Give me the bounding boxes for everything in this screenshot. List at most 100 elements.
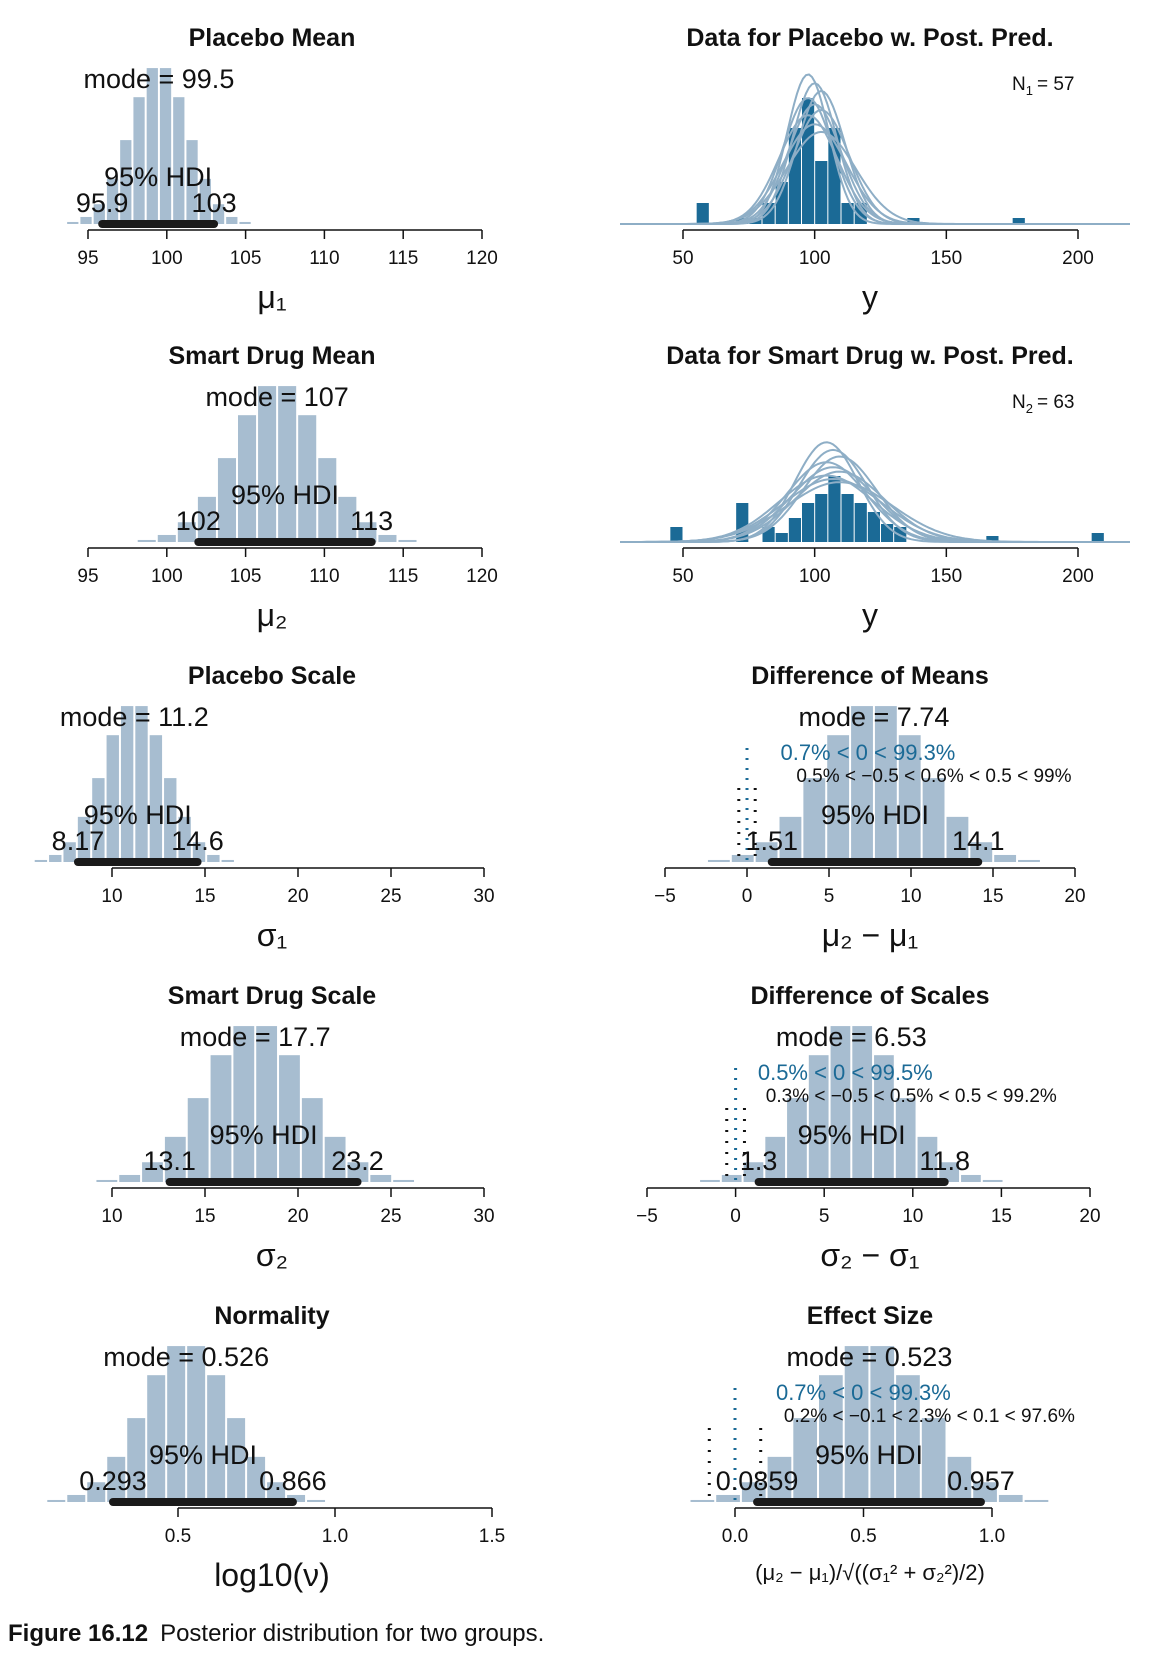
x-axis-label: y: [862, 597, 878, 633]
posterior-bar: [298, 415, 317, 542]
rope-label: 0.2% < −0.1 < 2.3% < 0.1 < 97.6%: [784, 1406, 1075, 1427]
posterior-bar: [787, 1098, 807, 1182]
posterior-bar: [921, 1418, 946, 1502]
comparison-label: 0.5% < 0 < 99.5%: [758, 1060, 933, 1085]
hdi-label: 95% HDI: [798, 1120, 906, 1150]
posterior-bar: [146, 68, 158, 224]
posterior-bar: [765, 1136, 786, 1182]
mode-label: mode = 99.5: [83, 64, 234, 94]
panel-8: Difference of Scales mode = 6.53 0.5% < 0 …: [636, 982, 1100, 1273]
x-tick-label: 25: [380, 886, 401, 907]
posterior-bar: [120, 706, 134, 862]
post-pred-curve: [620, 123, 1130, 225]
posterior-bar: [135, 706, 148, 862]
x-tick-label: 110: [309, 566, 339, 587]
posterior-bar: [157, 534, 176, 542]
posterior-bar: [830, 1026, 851, 1182]
hdi-label: 95% HDI: [231, 480, 339, 510]
panel-title: Smart Drug Scale: [168, 982, 377, 1010]
x-tick-label: 120: [466, 248, 498, 269]
caption-text: Posterior distribution for two groups.: [160, 1620, 545, 1647]
panel-title: Data for Smart Drug w. Post. Pred.: [666, 342, 1073, 370]
panel-title: Placebo Mean: [189, 24, 356, 52]
posterior-bar: [221, 859, 234, 862]
posterior-bar: [998, 1494, 1023, 1502]
data-bar: [841, 494, 854, 542]
x-tick-label: 15: [194, 886, 215, 907]
x-tick-label: 0.5: [850, 1526, 876, 1547]
posterior-bar: [258, 386, 277, 542]
x-tick-label: 10: [101, 886, 122, 907]
x-tick-label: 30: [473, 1206, 494, 1227]
posterior-bar: [167, 1346, 186, 1502]
posterior-bar: [186, 140, 198, 224]
x-tick-label: 120: [466, 566, 498, 587]
x-tick-label: 200: [1062, 248, 1094, 269]
posterior-bar: [77, 816, 91, 862]
hdi-high-label: 0.866: [259, 1466, 327, 1496]
x-tick-label: 0.5: [165, 1526, 191, 1547]
posterior-bar: [896, 1375, 920, 1502]
posterior-bar: [238, 415, 257, 542]
panel-title: Difference of Means: [751, 662, 989, 690]
posterior-bar: [398, 539, 417, 542]
posterior-bar: [287, 1494, 306, 1502]
data-bar: [828, 476, 841, 542]
posterior-bar: [338, 496, 357, 542]
hdi-label: 95% HDI: [815, 1440, 923, 1470]
x-tick-label: 100: [799, 566, 831, 587]
posterior-bar: [716, 1494, 740, 1502]
hdi-label: 95% HDI: [210, 1120, 318, 1150]
x-tick-label: 0.0: [722, 1526, 748, 1547]
x-axis-label: (μ₂ − μ₁)/√((σ₁² + σ₂²)/2): [755, 1560, 985, 1585]
posterior-bar: [226, 216, 238, 224]
posterior-bar: [852, 1026, 873, 1182]
posterior-bar: [793, 1418, 818, 1502]
posterior-bar: [93, 204, 105, 224]
x-tick-label: 110: [309, 248, 339, 269]
posterior-bar: [819, 1375, 843, 1502]
x-tick-label: 1.5: [479, 1526, 505, 1547]
x-axis-label: σ₁: [257, 917, 288, 953]
hdi-low-label: 95.9: [76, 188, 129, 218]
posterior-bar: [939, 1162, 960, 1182]
x-axis-label: μ₂ − μ₁: [822, 917, 919, 953]
panel-title: Effect Size: [807, 1302, 934, 1330]
hdi-label: 95% HDI: [149, 1440, 257, 1470]
hdi-label: 95% HDI: [821, 800, 929, 830]
posterior-bar: [178, 816, 191, 862]
x-tick-label: 95: [77, 566, 98, 587]
hdi-low-label: 0.293: [79, 1466, 147, 1496]
posterior-bar: [267, 1482, 286, 1502]
panel-title: Smart Drug Mean: [169, 342, 376, 370]
posterior-bar: [47, 1499, 66, 1502]
hdi-high-label: 103: [192, 188, 237, 218]
mode-label: mode = 6.53: [776, 1022, 927, 1052]
x-tick-label: 10: [902, 1206, 923, 1227]
n-label: N2 = 63: [1012, 392, 1074, 416]
posterior-bar: [147, 1375, 166, 1502]
hdi-low-label: 1.3: [740, 1146, 778, 1176]
mode-label: mode = 11.2: [60, 702, 209, 732]
posterior-bar: [199, 178, 211, 224]
posterior-bar: [690, 1499, 715, 1502]
panel-4: Data for Smart Drug w. Post. Pred. N2 = 63…: [620, 342, 1130, 633]
data-bar: [854, 503, 867, 542]
x-tick-label: 1.0: [322, 1526, 348, 1547]
x-tick-label: 115: [388, 248, 418, 269]
figure-caption: Figure 16.12 Posterior distribution for t…: [8, 1620, 544, 1648]
posterior-bar: [256, 1026, 278, 1182]
posterior-bar: [700, 1179, 720, 1182]
posterior-bar: [106, 178, 119, 224]
hdi-low-label: 13.1: [143, 1146, 196, 1176]
mode-label: mode = 17.7: [180, 1022, 331, 1052]
panel-title: Placebo Scale: [188, 662, 356, 690]
x-tick-label: 150: [930, 248, 962, 269]
posterior-bar: [895, 1098, 916, 1182]
panel-title: Difference of Scales: [751, 982, 990, 1010]
x-tick-label: 15: [982, 886, 1003, 907]
post-pred-curve: [620, 89, 1130, 225]
posterior-bar: [370, 1174, 392, 1182]
